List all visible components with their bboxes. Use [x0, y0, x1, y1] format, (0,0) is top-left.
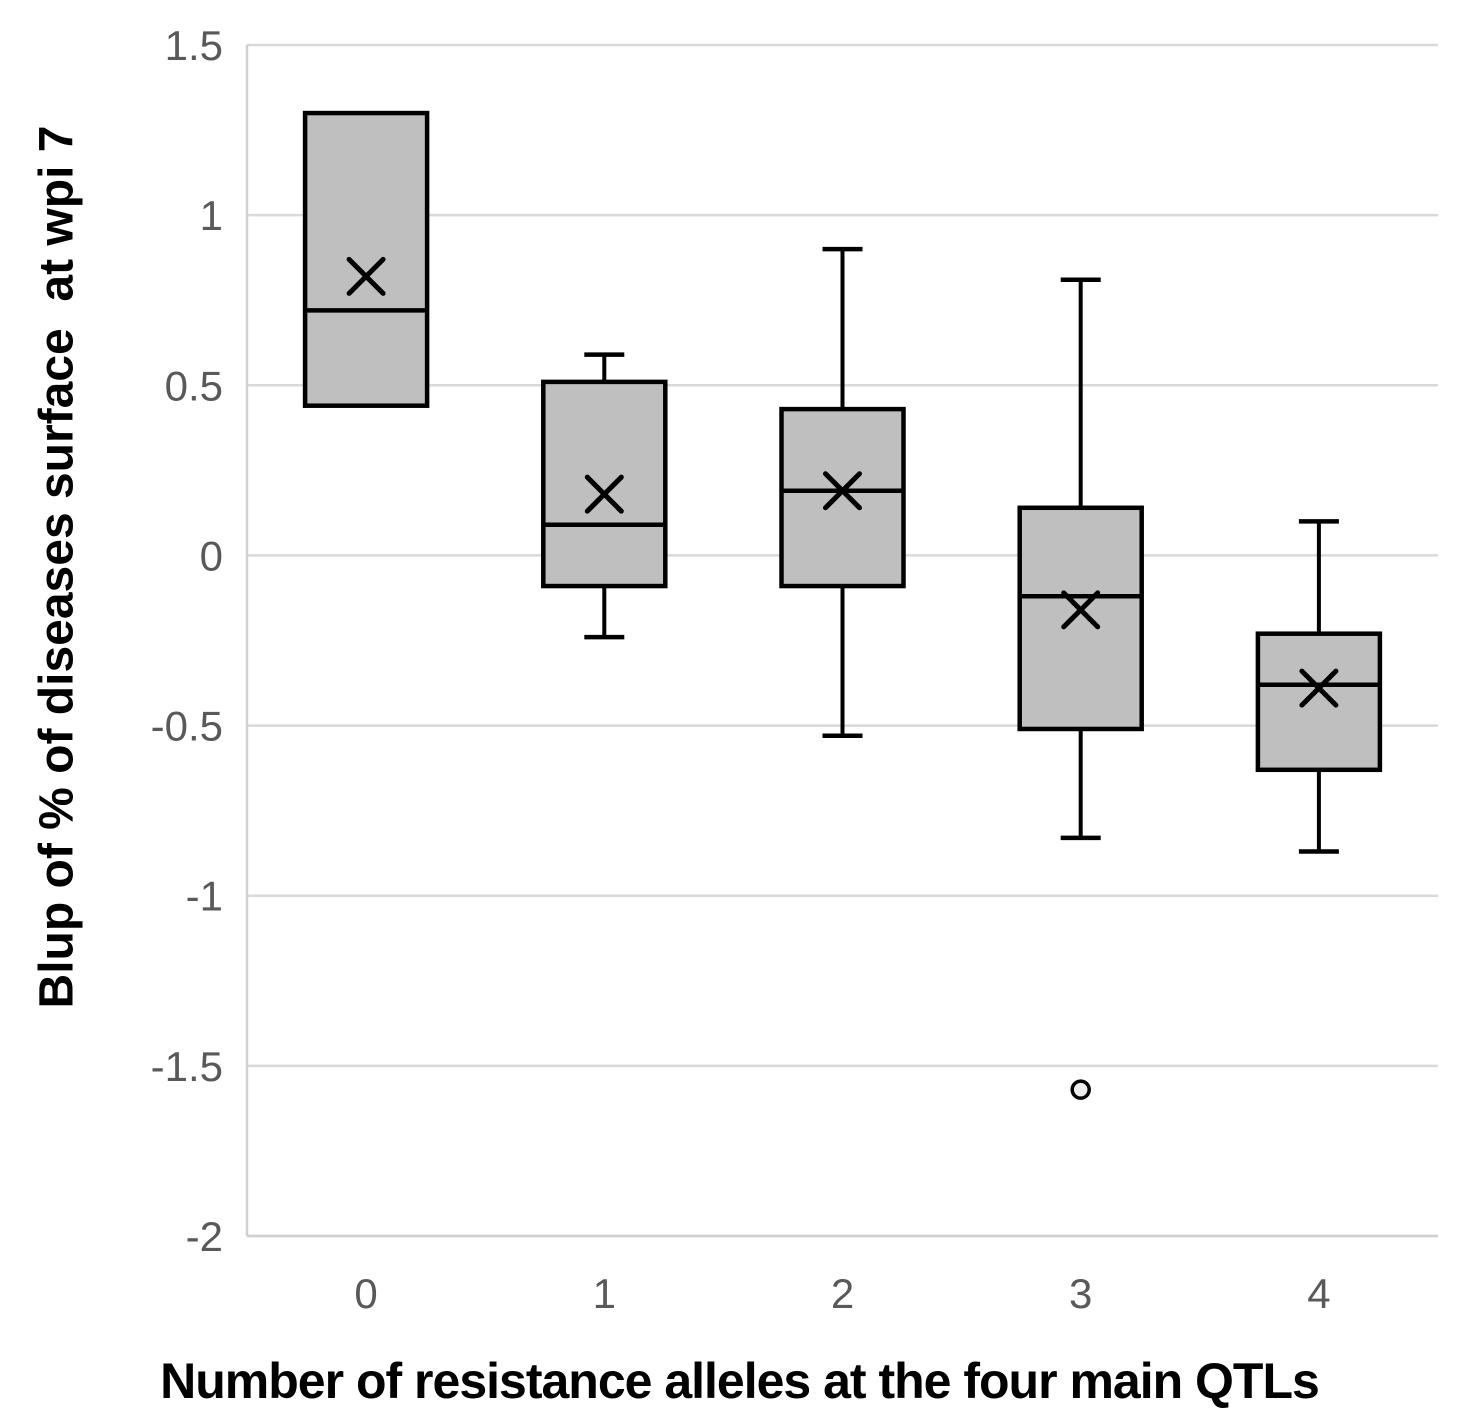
iqr-box — [302, 110, 430, 408]
mean-marker — [823, 471, 862, 511]
y-tick-label: -1 — [186, 873, 223, 920]
y-tick-label: -1.5 — [151, 1043, 223, 1090]
box-group-4 — [1255, 519, 1383, 854]
mean-marker-stroke — [823, 471, 862, 511]
x-tick-labels: 0 1 2 3 4 — [354, 1270, 1330, 1317]
mean-marker-stroke — [584, 474, 624, 514]
mean-marker — [1061, 590, 1101, 630]
x-tick-label: 1 — [593, 1270, 616, 1317]
iqr-box — [1255, 631, 1383, 773]
y-tick-label: 1.5 — [165, 22, 223, 69]
y-tick-label: -2 — [186, 1213, 223, 1260]
iqr-box — [1017, 505, 1144, 732]
x-tick-label: 3 — [1069, 1270, 1092, 1317]
iqr-box — [541, 379, 668, 589]
mean-marker-stroke — [1061, 590, 1101, 630]
box-group-1 — [541, 352, 668, 640]
x-tick-label: 2 — [831, 1270, 854, 1317]
outlier-point — [1070, 1079, 1091, 1100]
y-tick-labels: 1.5 1 0.5 0 -0.5 -1 -1.5 -2 — [151, 22, 223, 1260]
y-tick-label: 0 — [200, 532, 223, 579]
box-group-0 — [302, 110, 430, 408]
y-tick-label: 0.5 — [165, 362, 223, 409]
box-series — [302, 110, 1383, 1100]
x-axis-title: Number of resistance alleles at the four… — [160, 1353, 1320, 1409]
mean-marker-stroke — [1299, 668, 1339, 708]
box-group-3 — [1017, 277, 1144, 1100]
y-tick-label: -0.5 — [151, 703, 223, 750]
iqr-box — [779, 406, 906, 589]
x-tick-label: 0 — [354, 1270, 377, 1317]
mean-marker — [346, 256, 386, 296]
y-tick-label: 1 — [200, 192, 223, 239]
mean-marker-stroke — [346, 256, 386, 296]
x-tick-label: 4 — [1307, 1270, 1330, 1317]
box-group-2 — [779, 246, 906, 739]
mean-marker — [1299, 668, 1339, 708]
mean-marker — [584, 474, 624, 514]
